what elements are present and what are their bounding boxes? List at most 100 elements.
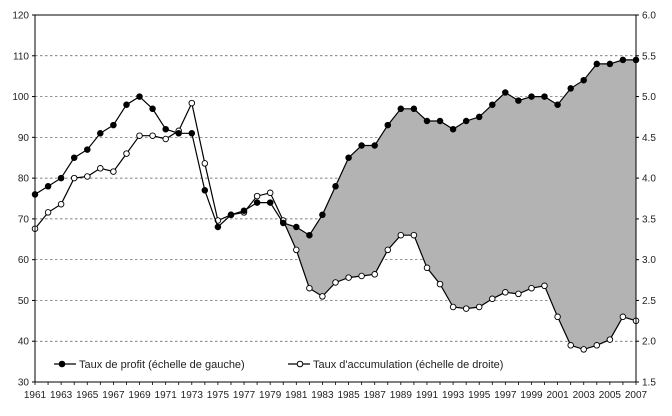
accumulation-point <box>70 174 78 182</box>
x-tick-label: 1965 <box>76 390 99 401</box>
accumulation-point <box>84 173 91 180</box>
accumulation-point <box>580 346 587 353</box>
accumulation-point <box>162 135 169 143</box>
legend-accumulation-marker-icon <box>296 360 304 368</box>
x-axis: 1961 1963 1965 1967 1969 1971 1973 1975 1977 1979… <box>24 382 648 401</box>
accumulation-point <box>436 280 444 288</box>
accumulation-point <box>423 264 431 272</box>
right-tick-label: 1.5 <box>642 378 656 389</box>
x-tick-label: 1973 <box>181 390 204 401</box>
profit-point <box>279 219 287 227</box>
x-tick-label: 1995 <box>468 390 491 401</box>
legend-accumulation-label: Taux d'accumulation (échelle de droite) <box>313 359 503 371</box>
profit-point <box>306 231 313 239</box>
accumulation-point <box>515 290 522 298</box>
left-tick-label: 80 <box>18 174 30 185</box>
accumulation-point <box>449 303 457 311</box>
accumulation-point <box>188 99 196 107</box>
accumulation-point <box>319 293 326 300</box>
right-tick-label: 2.5 <box>642 296 656 307</box>
profit-point <box>97 130 104 137</box>
accumulation-point <box>528 284 535 292</box>
right-tick-label: 4.0 <box>642 174 656 185</box>
legend: Taux de profit (échelle de gauche) Taux … <box>54 359 503 371</box>
legend-profit-marker-icon <box>58 360 66 368</box>
profit-point <box>397 105 405 113</box>
x-tick-label: 1997 <box>494 390 517 401</box>
accumulation-point <box>201 160 209 167</box>
accumulation-point <box>606 336 614 343</box>
accumulation-point <box>567 342 574 349</box>
profit-point <box>175 130 182 137</box>
profit-point <box>489 101 496 108</box>
left-tick-label: 60 <box>18 255 30 266</box>
x-tick-label: 2005 <box>599 390 622 401</box>
accumulation-point <box>358 272 365 280</box>
profit-point <box>384 121 392 129</box>
profit-point <box>227 211 235 219</box>
accumulation-point <box>475 303 483 311</box>
x-tick-label: 2001 <box>546 390 569 401</box>
left-tick-label: 100 <box>12 92 29 103</box>
profit-point <box>253 199 261 206</box>
profit-point <box>619 56 627 64</box>
series-layer <box>31 56 640 353</box>
profit-point <box>580 76 587 84</box>
x-tick-label: 2007 <box>625 390 648 401</box>
right-tick-label: 6.0 <box>642 11 656 22</box>
profit-point <box>332 183 339 190</box>
x-tick-label: 1991 <box>416 390 439 401</box>
profit-point <box>44 183 52 190</box>
accumulation-point <box>593 342 601 349</box>
x-tick-label: 1979 <box>259 390 282 401</box>
accumulation-point <box>345 274 352 281</box>
x-tick-label: 1963 <box>50 390 73 401</box>
x-tick-label: 1969 <box>128 390 151 401</box>
profit-point <box>188 130 196 137</box>
right-tick-label: 2.0 <box>642 337 656 348</box>
profit-point <box>449 125 457 133</box>
x-tick-label: 1999 <box>520 390 543 401</box>
profit-point <box>70 154 78 161</box>
profit-point <box>567 85 574 92</box>
accumulation-point <box>253 192 261 200</box>
profit-point <box>162 125 169 133</box>
accumulation-point <box>306 284 313 292</box>
left-tick-label: 30 <box>18 378 30 389</box>
profit-point <box>554 101 561 108</box>
accumulation-point <box>110 168 117 175</box>
profit-point <box>136 93 143 100</box>
profit-point <box>528 93 535 100</box>
profit-point <box>110 121 117 129</box>
accumulation-point <box>502 289 509 296</box>
x-tick-label: 1967 <box>102 390 125 401</box>
x-tick-label: 1975 <box>207 390 230 401</box>
accumulation-point <box>397 231 405 239</box>
profit-point <box>410 105 418 113</box>
profit-point <box>214 223 222 231</box>
x-tick-label: 1971 <box>155 390 178 401</box>
shaded-gap-area <box>283 59 636 350</box>
x-tick-label: 1977 <box>233 390 256 401</box>
right-tick-label: 4.5 <box>642 133 656 144</box>
profit-point <box>462 117 470 125</box>
left-tick-label: 40 <box>18 337 30 348</box>
accumulation-point <box>541 282 548 290</box>
profit-point <box>266 199 274 206</box>
accumulation-point <box>384 246 392 254</box>
left-tick-label: 70 <box>18 214 30 225</box>
profit-point <box>358 142 365 149</box>
left-axis: 30 40 50 60 70 80 90 100 110 120 <box>12 11 35 389</box>
accumulation-point <box>489 295 496 303</box>
accumulation-point <box>266 189 274 197</box>
accumulation-point <box>44 209 52 216</box>
profit-point <box>371 142 378 149</box>
profit-point <box>57 174 65 182</box>
profit-point <box>423 117 431 125</box>
profit-point <box>606 60 614 68</box>
profit-point <box>201 187 209 194</box>
accumulation-point <box>123 150 130 157</box>
left-tick-label: 110 <box>13 51 29 62</box>
x-tick-label: 1985 <box>337 390 360 401</box>
